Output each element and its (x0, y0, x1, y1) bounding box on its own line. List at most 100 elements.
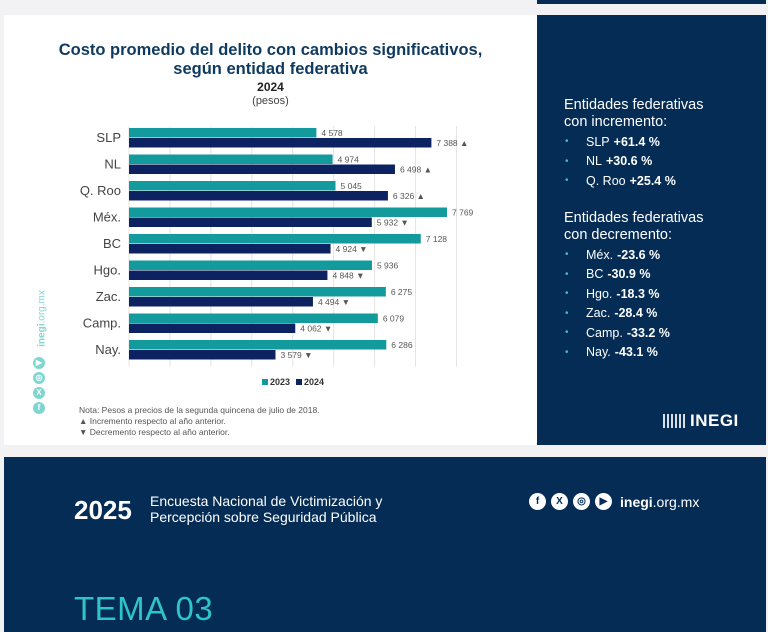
list-item: • Zac. -28.4 % (565, 306, 658, 321)
survey-name: Encuesta Nacional de Victimización y Per… (150, 493, 383, 525)
footer-site-link[interactable]: inegi.org.mx (620, 493, 700, 510)
x-icon[interactable]: X (33, 387, 45, 399)
category-label: Q. Roo (80, 183, 121, 198)
legend-item-2023: 2023 (262, 377, 290, 387)
category-label: Méx. (93, 210, 121, 225)
footer-banner: 2025 Encuesta Nacional de Victimización … (4, 457, 766, 632)
data-label-2023: 5 936 (377, 261, 399, 271)
data-label-2023: 7 769 (452, 208, 474, 218)
vertical-social-bar: inegi.org.mx ▶ ◎ X f (30, 285, 50, 425)
bar-2024 (129, 297, 313, 307)
note-increase: ▲ Incremento respecto al año anterior. (79, 416, 226, 426)
bar-2023 (129, 260, 372, 270)
inegi-logo-icon (663, 414, 687, 428)
bar-2023 (129, 340, 387, 350)
list-item: • Hgo. -18.3 % (565, 286, 660, 301)
data-label-2023: 6 079 (383, 314, 405, 324)
legend-label-2024: 2024 (304, 377, 325, 387)
legend-swatch-2024 (296, 379, 303, 385)
facebook-icon[interactable]: f (529, 493, 546, 510)
data-label-2024: 6 326 ▲ (393, 191, 425, 201)
legend-swatch-2023 (262, 379, 268, 385)
data-label-2024: 7 388 ▲ (436, 138, 468, 148)
instagram-icon[interactable]: ◎ (33, 372, 45, 384)
bullet-icon: • (565, 175, 569, 187)
bar-chart: SLP 4 578 7 388 ▲ NL 4 974 6 498 ▲ Q. Roo 5 045… (80, 126, 474, 367)
bar-2024 (129, 270, 328, 280)
chart-subtitle-year: 2024 (257, 80, 284, 94)
bullet-icon: • (565, 327, 569, 339)
chart-legend: 2023 2024 (262, 377, 324, 387)
data-label-2023: 6 286 (391, 340, 413, 350)
data-label-2024: 4 062 ▼ (300, 324, 332, 334)
bar-2024 (129, 323, 296, 333)
bullet-icon: • (565, 346, 569, 358)
bullet-icon: • (565, 268, 569, 280)
legend-item-2024: 2024 (296, 377, 324, 387)
x-icon[interactable]: X (551, 493, 568, 510)
decrease-heading: Entidades federativas con decremento: (564, 210, 704, 243)
bar-2023 (129, 128, 317, 138)
data-label-2024: 4 924 ▼ (336, 244, 368, 254)
note-decrease: ▼ Decremento respecto al año anterior. (79, 427, 230, 437)
category-label: SLP (96, 130, 121, 145)
footer-social: f X ◎ ▶ inegi.org.mx (529, 493, 699, 510)
category-label: Zac. (96, 289, 121, 304)
category-label: Camp. (83, 316, 121, 331)
chart-title: Costo promedio del delito con cambios si… (4, 41, 537, 79)
list-item: • SLP +61.4 % (565, 134, 660, 149)
bar-2024 (129, 191, 388, 201)
category-label: Hgo. (94, 263, 121, 278)
footer-year: 2025 (74, 495, 132, 525)
bar-2023 (129, 287, 386, 297)
chart-title-line1: Costo promedio del delito con cambios si… (58, 41, 483, 59)
data-label-2024: 6 498 ▲ (400, 165, 432, 175)
top-strip (537, 0, 766, 4)
chart-title-line2: según entidad federativa (173, 60, 368, 78)
chart-unit: (pesos) (252, 95, 289, 107)
bar-2023 (129, 181, 336, 191)
list-item: • Q. Roo +25.4 % (565, 173, 676, 188)
bar-2023 (129, 234, 421, 244)
instagram-icon[interactable]: ◎ (573, 493, 590, 510)
decrease-list: • Méx. -23.6 % • BC -30.9 % • Hgo. -18.3 % • Za… (564, 245, 670, 362)
category-label: NL (104, 157, 121, 172)
bar-2024 (129, 350, 276, 360)
list-item: • NL +30.6 % (565, 154, 653, 169)
increase-list: • SLP +61.4 % • NL +30.6 % • Q. Roo +25.4 % (564, 132, 676, 191)
bar-2023 (129, 313, 378, 323)
bar-2024 (129, 164, 395, 174)
facebook-icon[interactable]: f (33, 402, 45, 414)
bullet-icon: • (565, 307, 569, 319)
bar-2024 (129, 138, 432, 148)
bullet-icon: • (565, 136, 569, 148)
category-label: BC (103, 236, 121, 251)
data-label-2024: 5 932 ▼ (377, 218, 409, 228)
data-label-2024: 3 579 ▼ (280, 350, 312, 360)
bar-2023 (129, 207, 447, 217)
bullet-icon: • (565, 288, 569, 300)
youtube-icon[interactable]: ▶ (33, 357, 45, 369)
data-label-2024: 4 848 ▼ (332, 271, 364, 281)
legend-label-2023: 2023 (270, 377, 291, 387)
youtube-icon[interactable]: ▶ (595, 493, 612, 510)
note-line: Nota: Pesos a precios de la segunda quin… (79, 405, 320, 415)
bar-2024 (129, 244, 331, 254)
data-label-2023: 4 578 (321, 128, 343, 138)
increase-heading: Entidades federativas con incremento: (564, 97, 704, 130)
chart-notes: Nota: Pesos a precios de la segunda quin… (79, 405, 320, 438)
chart-card: Costo promedio del delito con cambios si… (4, 15, 537, 445)
vertical-site-link[interactable]: inegi.org.mx (36, 290, 48, 347)
data-label-2023: 4 974 (338, 155, 360, 165)
bullet-icon: • (565, 155, 569, 167)
bar-2023 (129, 154, 333, 164)
data-label-2023: 6 275 (391, 287, 413, 297)
list-item: • Méx. -23.6 % (565, 247, 661, 262)
list-item: • BC -30.9 % (565, 267, 651, 282)
bullet-icon: • (565, 249, 569, 261)
inegi-logo: INEGI (663, 411, 739, 431)
tema-label: TEMA 03 (74, 590, 214, 627)
list-item: • Nay. -43.1 % (565, 345, 658, 360)
inegi-logo-text: INEGI (690, 411, 739, 430)
data-label-2024: 4 494 ▼ (318, 297, 350, 307)
